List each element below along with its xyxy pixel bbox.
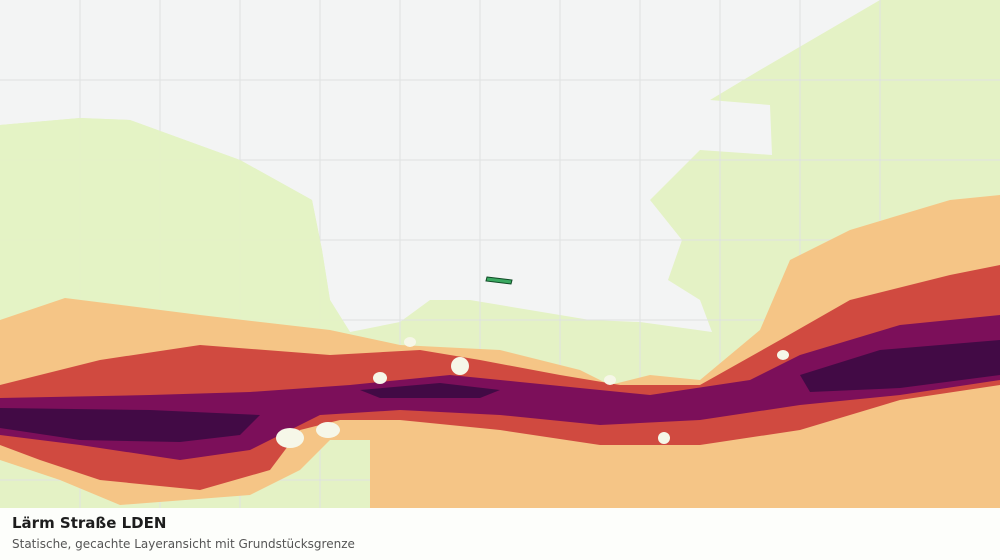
map-subtitle: Statische, gecachte Layeransicht mit Gru… (12, 537, 355, 551)
built-area (0, 0, 880, 332)
map-title: Lärm Straße LDEN (12, 514, 166, 532)
quiet-spots (276, 337, 789, 448)
caption-bar (0, 508, 1000, 560)
noise-band-70 (0, 340, 1000, 442)
left-green (0, 118, 350, 360)
parcel-boundary (485, 276, 513, 285)
